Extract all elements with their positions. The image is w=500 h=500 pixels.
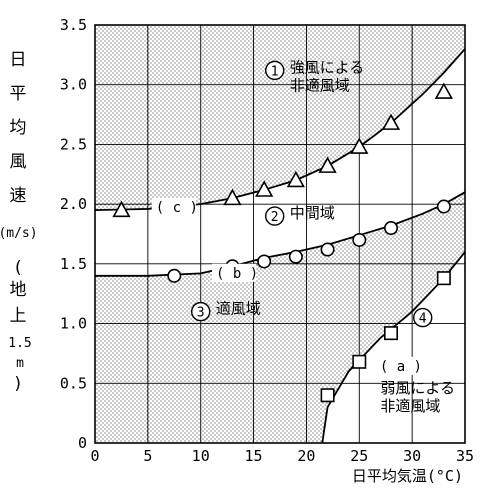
y-axis-label: 平 <box>10 84 27 104</box>
region-label-weak: 非適風域 <box>380 397 440 415</box>
xtick-label: 35 <box>456 447 474 465</box>
region-number: 1 <box>271 64 279 79</box>
y-axis-label2: 地 <box>10 280 27 300</box>
marker-circle <box>290 250 302 262</box>
curve-tag: ( b ) <box>216 266 258 282</box>
marker-square <box>438 272 450 284</box>
region-number: 4 <box>419 312 427 327</box>
curve-tag: ( c ) <box>156 200 198 216</box>
marker-circle <box>258 255 270 267</box>
y2-paren: ( <box>13 258 23 278</box>
ytick-label: 3.0 <box>60 76 87 94</box>
marker-square <box>321 389 333 401</box>
ytick-label: 1.5 <box>60 255 87 273</box>
marker-square <box>385 327 397 339</box>
xtick-label: 25 <box>350 447 368 465</box>
ytick-label: 2.5 <box>60 135 87 153</box>
marker-triangle <box>436 84 452 98</box>
region-label-weak: 弱風による <box>380 379 455 397</box>
marker-square <box>353 356 365 368</box>
x-axis-label: 日平均気温(°C) <box>352 467 463 485</box>
marker-circle <box>168 270 180 282</box>
region-number: 3 <box>197 306 205 321</box>
xtick-label: 20 <box>297 447 315 465</box>
region-number: 2 <box>271 210 279 225</box>
region-label: 非適風域 <box>290 76 350 94</box>
ytick-label: 0 <box>78 434 87 452</box>
xtick-label: 10 <box>192 447 210 465</box>
xtick-label: 5 <box>143 447 152 465</box>
ytick-label: 2.0 <box>60 195 87 213</box>
marker-circle <box>385 222 397 234</box>
xtick-label: 30 <box>403 447 421 465</box>
y-axis-label: 日 <box>10 50 27 70</box>
y-axis-label: 均 <box>10 118 27 138</box>
region-label: 中間域 <box>290 204 335 222</box>
y2-paren: ) <box>13 374 23 394</box>
ytick-label: 0.5 <box>60 374 87 392</box>
region-strong-wind <box>95 25 465 210</box>
xtick-label: 0 <box>90 447 99 465</box>
marker-circle <box>321 243 333 255</box>
curve-tag: ( a ) <box>380 359 422 375</box>
y-axis-label: 速 <box>10 186 27 206</box>
y-axis-label2: 上 <box>10 306 27 326</box>
y-axis-label2: m <box>16 356 24 371</box>
y-axis-label: 風 <box>10 152 27 172</box>
marker-circle <box>438 200 450 212</box>
y-axis-unit: (m/s) <box>0 226 38 241</box>
marker-circle <box>353 234 365 246</box>
region-label: 適風域 <box>216 300 261 318</box>
ytick-label: 3.5 <box>60 16 87 34</box>
xtick-label: 15 <box>245 447 263 465</box>
ytick-label: 1.0 <box>60 315 87 333</box>
y-axis-label2: 1.5 <box>8 336 31 351</box>
region-label: 強風による <box>290 58 365 76</box>
